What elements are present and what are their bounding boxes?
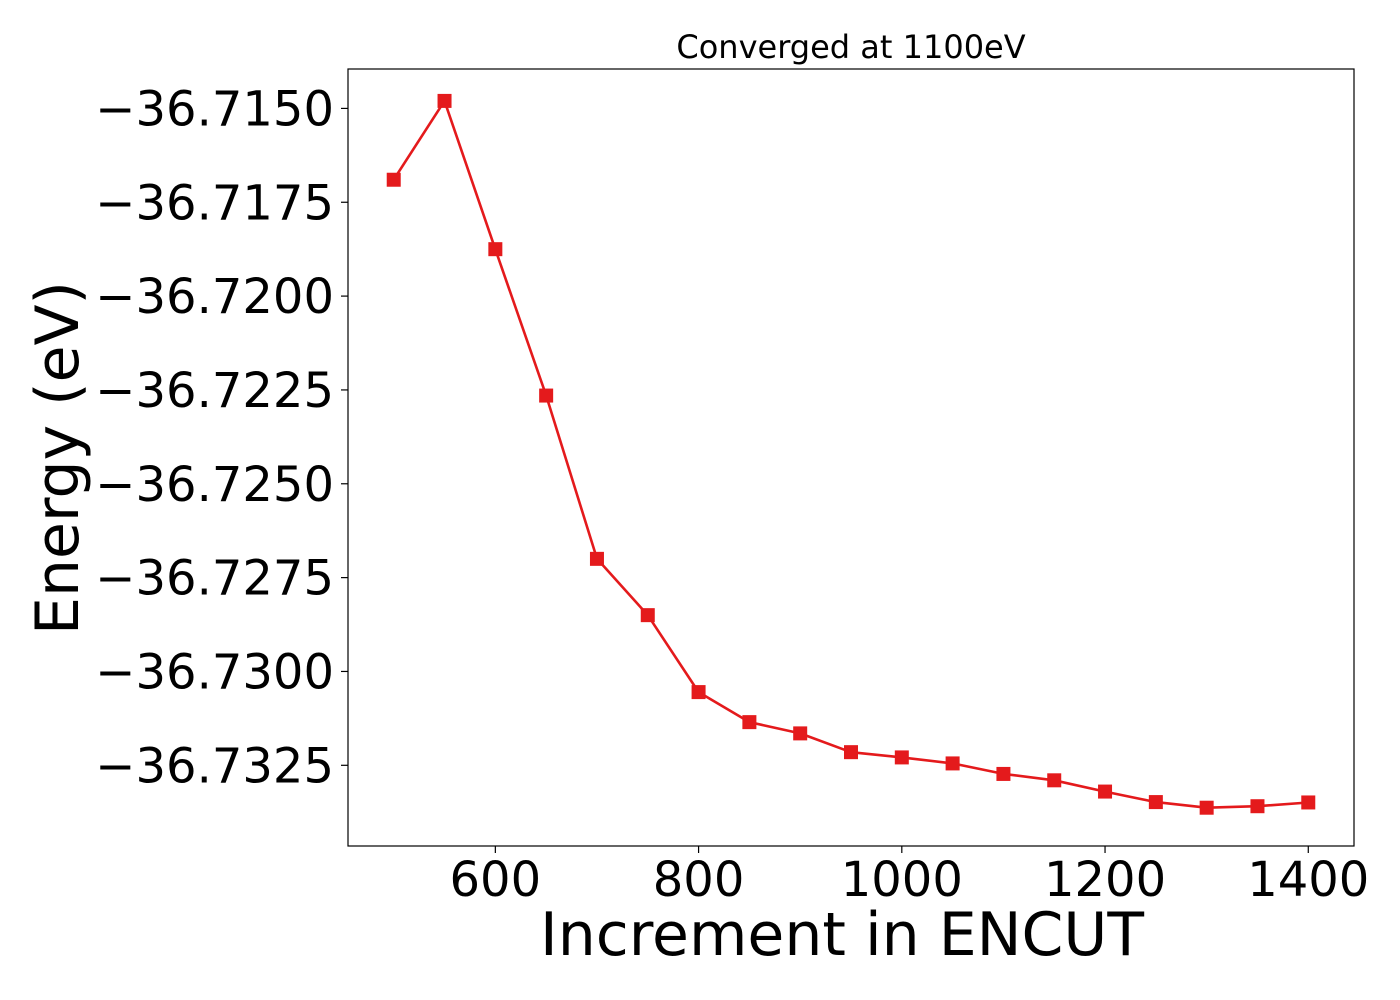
data-point-marker xyxy=(386,172,401,187)
x-tick-label: 600 xyxy=(450,852,542,908)
y-tick-label: −36.7225 xyxy=(95,363,334,419)
chart-title: Converged at 1100eV xyxy=(676,28,1025,66)
data-point-marker xyxy=(742,715,757,730)
data-point-marker xyxy=(1047,773,1062,788)
data-point-marker xyxy=(1098,784,1113,799)
data-point-marker xyxy=(691,685,706,700)
series-line xyxy=(392,99,1309,810)
y-axis-label: Energy (eV) xyxy=(23,281,93,635)
x-tick-label: 1400 xyxy=(1247,852,1369,908)
data-point-marker xyxy=(1250,799,1265,814)
x-tick-label: 800 xyxy=(653,852,745,908)
data-point-marker xyxy=(640,608,655,623)
series-layer xyxy=(386,93,1316,815)
data-point-marker xyxy=(589,551,604,566)
y-tick-label: −36.7250 xyxy=(95,457,334,513)
data-point-marker xyxy=(1199,800,1214,815)
y-tick-label: −36.7175 xyxy=(95,175,334,231)
data-point-marker xyxy=(844,745,858,760)
data-point-marker xyxy=(1301,795,1316,810)
plot-frame xyxy=(347,68,1355,847)
x-axis: 600 800 1000 1200 1400 xyxy=(450,846,1369,908)
y-tick-label: −36.7300 xyxy=(95,644,334,700)
x-tick-label: 1200 xyxy=(1044,852,1166,908)
data-point-marker xyxy=(437,93,452,108)
data-point-marker xyxy=(996,766,1011,781)
x-axis-label: Increment in ENCUT xyxy=(540,900,1144,970)
data-point-marker xyxy=(945,756,960,771)
data-point-marker xyxy=(488,242,503,257)
y-tick-label: −36.7325 xyxy=(95,738,334,794)
y-tick-label: −36.7150 xyxy=(95,81,334,137)
y-tick-label: −36.7200 xyxy=(95,269,334,325)
data-point-marker xyxy=(539,388,554,403)
y-axis: −36.7150 −36.7175 −36.7200 −36.7225 −36.7250… xyxy=(95,81,348,794)
x-tick-label: 1000 xyxy=(841,852,963,908)
data-point-marker xyxy=(1148,795,1163,810)
y-tick-label: −36.7275 xyxy=(95,551,334,607)
data-point-marker xyxy=(793,726,808,741)
data-point-marker xyxy=(894,750,909,765)
